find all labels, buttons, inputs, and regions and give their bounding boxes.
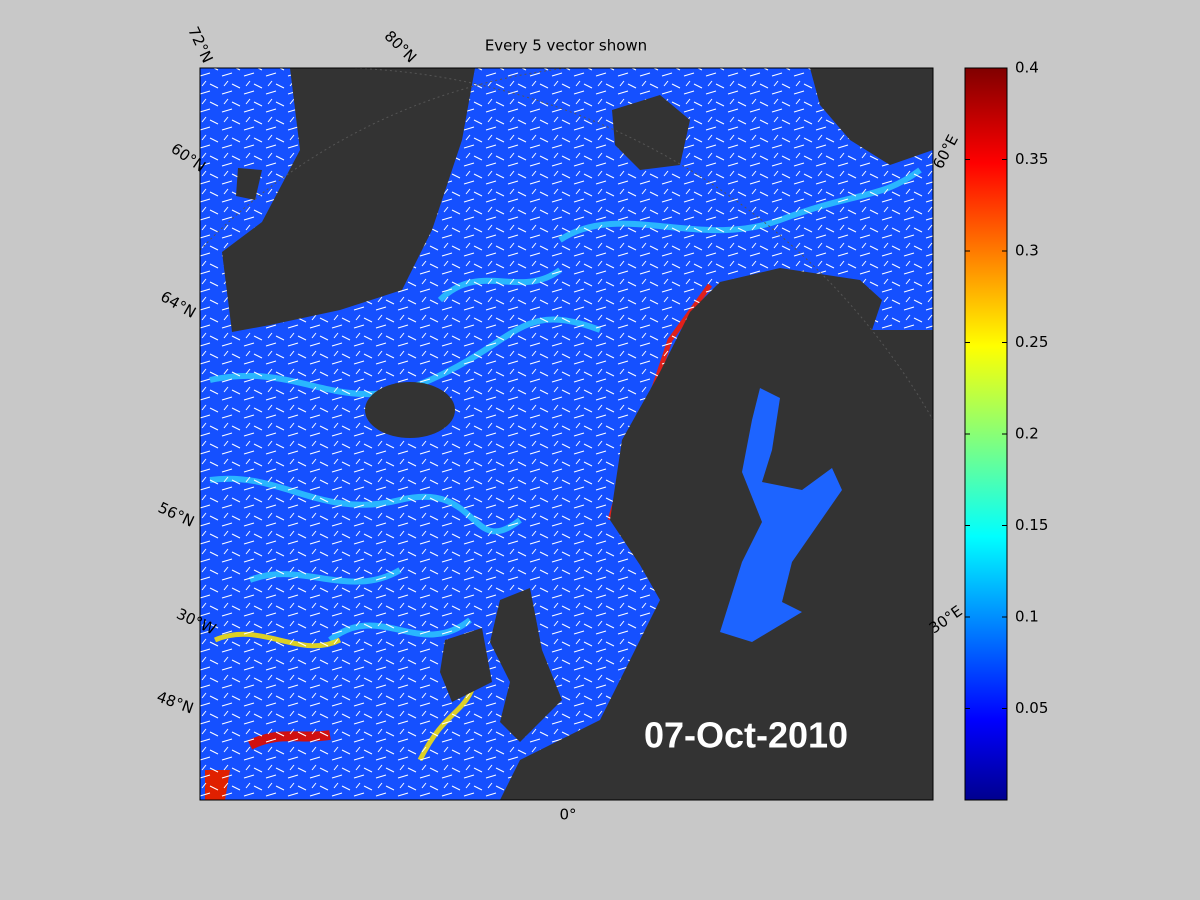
colorbar-tick-label: 0.35 <box>1015 150 1048 168</box>
graticule <box>200 68 933 421</box>
graticule-label: 80°N <box>381 27 420 66</box>
colorbar-tick-label: 0.2 <box>1015 425 1039 443</box>
colorbar-tick-label: 0.1 <box>1015 608 1039 626</box>
map <box>200 68 933 800</box>
colorbar-tick-label: 0.3 <box>1015 242 1039 260</box>
colorbar <box>964 67 1008 801</box>
baltic-sea <box>720 388 842 642</box>
colorbar-tick-label: 0.25 <box>1015 333 1048 351</box>
colorbar-tick-label: 0.4 <box>1015 59 1039 77</box>
graticule-label: 60°E <box>929 132 962 172</box>
graticule-label: 72°N <box>184 24 216 66</box>
colorbar-tick-label: 0.15 <box>1015 516 1048 534</box>
land <box>222 68 933 800</box>
graticule-label: 56°N <box>155 498 197 530</box>
graticule-label: 48°N <box>154 688 196 718</box>
date-label: 07-Oct-2010 <box>644 715 848 756</box>
map-frame <box>199 67 934 801</box>
colorbar-tick-label: 0.05 <box>1015 699 1048 717</box>
graticule-label: 0° <box>559 806 576 824</box>
graticule-label: 64°N <box>157 287 199 321</box>
title: Every 5 vector shown <box>485 37 647 55</box>
